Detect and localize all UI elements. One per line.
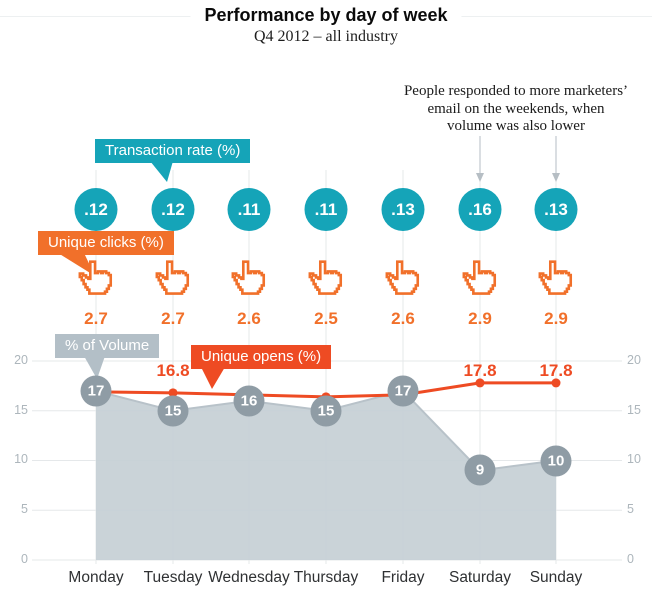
x-axis-label-friday: Friday <box>381 569 425 586</box>
opens-point-label: 16.8 <box>156 361 190 380</box>
weekend-annotation: People responded to more marketers’ emai… <box>385 83 647 136</box>
clicks-value: 2.5 <box>314 309 338 328</box>
x-axis-label-tuesday: Tuesday <box>143 569 203 586</box>
legend-transaction-rate: Transaction rate (%) <box>95 139 251 163</box>
transaction-callout-tail <box>150 161 173 182</box>
transaction-bubble: .16 <box>458 188 502 231</box>
y-axis-label-left: 15 <box>14 403 28 417</box>
hand-cursor-icon <box>308 260 343 295</box>
volume-bubble: 10 <box>540 445 572 476</box>
hand-cursor-icon <box>462 260 497 295</box>
hand-cursor-icon <box>231 260 266 295</box>
x-axis-label-wednesday: Wednesday <box>208 569 290 586</box>
annotation-line-3: volume was also lower <box>447 118 585 135</box>
transaction-bubble: .13 <box>381 188 425 231</box>
y-axis-label-right: 5 <box>627 502 634 516</box>
annotation-line-2: email on the weekends, when <box>427 100 605 117</box>
annotation-line-1: People responded to more marketers’ <box>403 83 629 99</box>
transaction-bubble: .12 <box>74 188 118 231</box>
volume-bubble: 17 <box>387 375 419 407</box>
y-axis-label-left: 10 <box>14 452 28 466</box>
x-axis-label-monday: Monday <box>68 569 124 586</box>
x-axis-label-sunday: Sunday <box>529 569 583 586</box>
transaction-bubble: .13 <box>534 188 578 231</box>
clicks-value: 2.7 <box>161 309 185 328</box>
page-subtitle: Q4 2012 – all industry <box>254 28 398 45</box>
x-axis-label-saturday: Saturday <box>448 569 512 586</box>
volume-bubble: 17 <box>80 375 112 407</box>
y-axis-label-right: 15 <box>627 403 641 417</box>
clicks-value: 2.7 <box>84 309 108 328</box>
y-axis-label-left: 5 <box>21 502 28 516</box>
transaction-bubble: .11 <box>304 188 348 231</box>
volume-bubble: 15 <box>157 395 189 427</box>
hand-cursor-icon <box>78 260 113 295</box>
clicks-value: 2.9 <box>468 309 492 328</box>
y-axis-label-right: 0 <box>627 552 634 566</box>
hand-cursor-icon <box>155 260 190 295</box>
hand-cursor-icon <box>385 260 420 295</box>
legend-percent-of-volume: % of Volume <box>55 334 160 358</box>
opens-point-label: 17.8 <box>539 361 573 380</box>
opens-point-label: 17.8 <box>463 361 497 380</box>
volume-bubble: 15 <box>310 395 342 427</box>
volume-bubble: 16 <box>233 385 265 417</box>
opens-callout-tail <box>201 367 225 389</box>
y-axis-label-left: 20 <box>14 353 28 367</box>
annotation-arrow-saturday-head <box>476 173 484 182</box>
clicks-value: 2.6 <box>391 309 415 328</box>
legend-unique-opens: Unique opens (%) <box>191 345 332 369</box>
transaction-bubble: .12 <box>151 188 195 231</box>
y-axis-label-left: 0 <box>21 552 28 566</box>
y-axis-label-right: 10 <box>627 452 641 466</box>
x-axis-label-thursday: Thursday <box>293 569 359 586</box>
clicks-value: 2.9 <box>544 309 568 328</box>
volume-callout-tail <box>84 356 105 379</box>
clicks-callout-tail <box>58 253 95 276</box>
annotation-arrow-sunday-head <box>552 173 560 182</box>
hand-cursor-icon <box>538 260 573 295</box>
transaction-bubble: .11 <box>227 188 271 231</box>
y-axis-label-right: 20 <box>627 353 641 367</box>
clicks-value: 2.6 <box>237 309 261 328</box>
legend-unique-clicks: Unique clicks (%) <box>38 231 174 255</box>
volume-bubble: 9 <box>464 454 496 486</box>
page-title: Performance by day of week <box>190 5 462 26</box>
